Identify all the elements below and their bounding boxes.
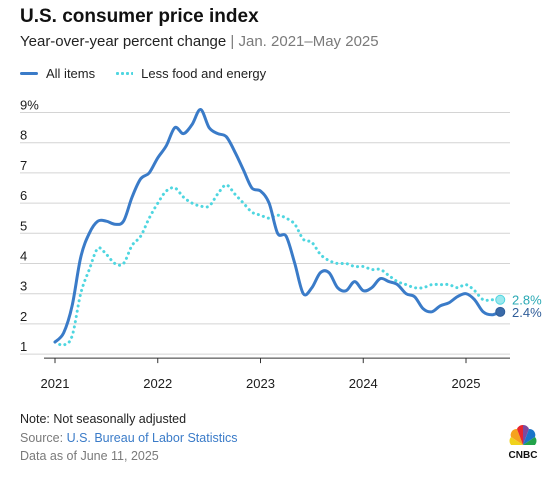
y-tick-label: 4 [20,249,27,264]
subtitle-range: Jan. 2021–May 2025 [238,33,379,50]
x-tick-label: 2021 [41,376,70,391]
x-tick-label: 2023 [246,376,275,391]
subtitle-main: Year-over-year percent change [20,33,227,50]
y-tick-label: 3 [20,279,27,294]
series-line-all-items [53,108,502,344]
subtitle-separator: | [226,33,239,50]
source-label: Source: [20,431,67,445]
y-tick-label: 8 [20,128,27,143]
legend-item-all-items: All items [20,66,95,81]
chart-legend: All items Less food and energy [20,66,286,81]
chart-title: U.S. consumer price index [20,6,259,27]
peacock-icon [509,424,537,445]
line-chart: 9% 8 7 6 5 4 3 2 1 2021 2022 2023 2024 2025 2.4%2.8% [20,98,542,391]
legend-label-core: Less food and energy [141,66,267,81]
logo-text: CNBC [509,450,538,461]
legend-swatch-dotted [115,72,134,75]
legend-swatch-solid [20,72,38,75]
x-tick-label: 2025 [452,376,481,391]
x-tick-label: 2022 [143,376,172,391]
footnote: Note: Not seasonally adjusted [20,412,187,426]
y-tick-label: 5 [20,218,27,233]
cnbc-logo: CNBC [509,424,538,461]
end-marker-core [495,294,506,305]
source-link[interactable]: U.S. Bureau of Labor Statistics [66,431,238,445]
series-line-core [53,183,502,347]
end-marker-all-items [495,306,506,317]
x-tick-label: 2024 [349,376,378,391]
end-label-all-items: 2.4% [512,305,542,320]
chart-subtitle: Year-over-year percent change | Jan. 202… [20,33,379,50]
legend-item-core: Less food and energy [115,66,266,81]
source-line: Source: U.S. Bureau of Labor Statistics [20,431,237,445]
y-tick-label: 1 [20,339,27,354]
y-tick-label: 7 [20,158,27,173]
legend-label-all-items: All items [46,66,96,81]
end-label-core: 2.8% [512,293,542,308]
y-tick-label: 9% [20,98,39,113]
data-as-of: Data as of June 11, 2025 [20,449,159,463]
y-tick-label: 6 [20,188,27,203]
y-tick-label: 2 [20,309,27,324]
